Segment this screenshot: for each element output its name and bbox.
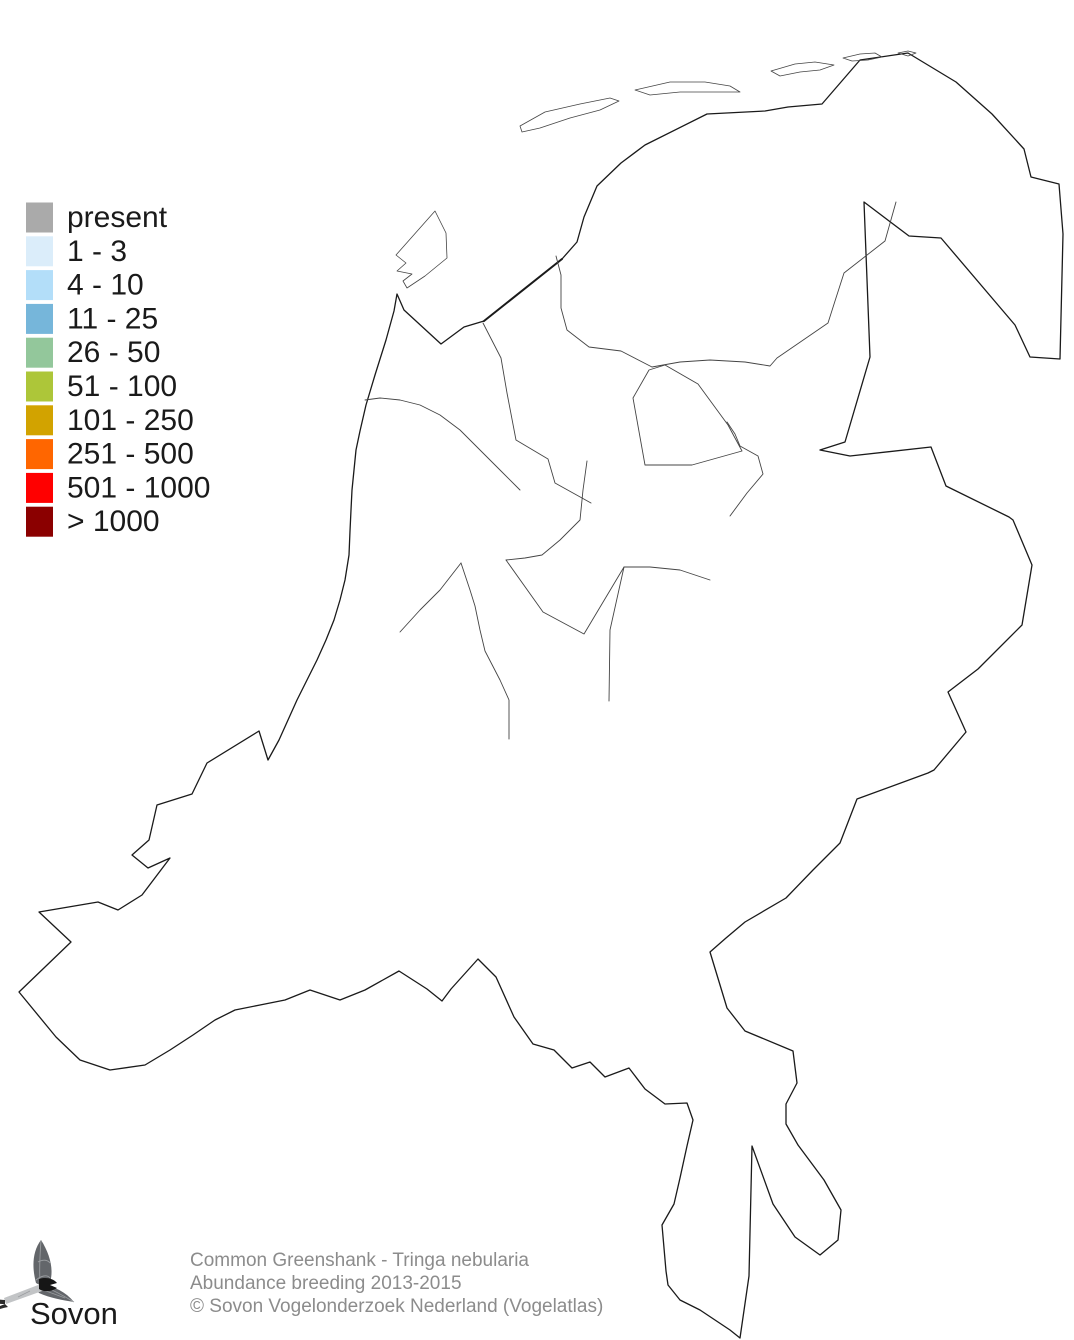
svg-text:Sovon: Sovon — [30, 1296, 118, 1331]
